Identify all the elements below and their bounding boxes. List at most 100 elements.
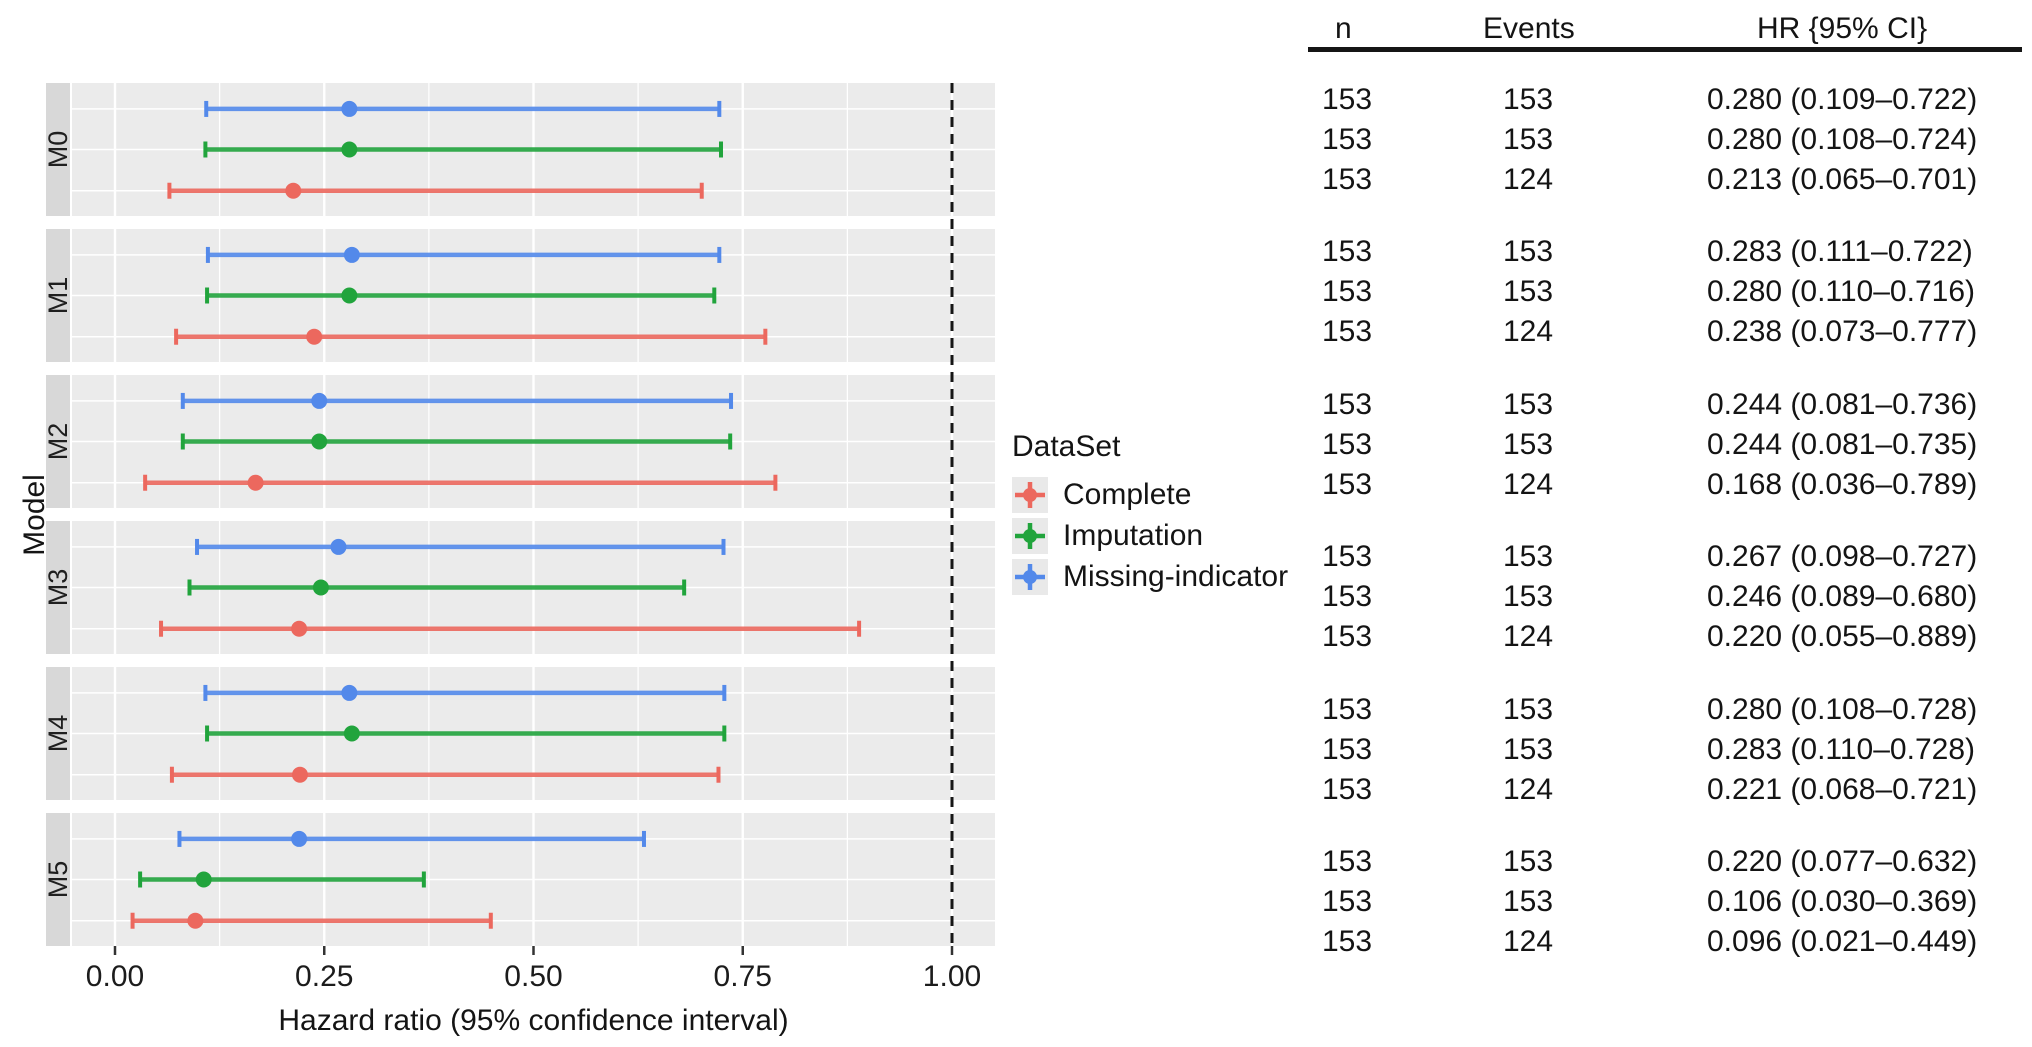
cell-events: 124 bbox=[1503, 620, 1554, 654]
pointrange-M2-Complete bbox=[143, 474, 778, 491]
hr-point bbox=[311, 433, 328, 450]
cell-hr-ci: 0.221 (0.068–0.721) bbox=[1707, 772, 1978, 806]
cell-events: 153 bbox=[1503, 235, 1554, 269]
cell-n: 153 bbox=[1322, 83, 1373, 116]
legend-label: Complete bbox=[1063, 477, 1192, 511]
cell-events: 124 bbox=[1503, 925, 1554, 958]
cell-hr-ci: 0.220 (0.077–0.632) bbox=[1707, 845, 1978, 878]
x-tick-label-0.75: 0.75 bbox=[713, 960, 772, 993]
hr-point bbox=[195, 871, 212, 888]
cell-n: 153 bbox=[1322, 235, 1373, 269]
cell-events: 153 bbox=[1503, 845, 1554, 878]
x-tick-label-0.25: 0.25 bbox=[295, 960, 354, 993]
hr-point bbox=[291, 830, 308, 847]
cell-events: 124 bbox=[1503, 467, 1554, 501]
cell-hr-ci: 0.168 (0.036–0.789) bbox=[1707, 467, 1978, 501]
hr-point bbox=[341, 141, 358, 158]
pointrange-M1-Imputation bbox=[205, 287, 717, 304]
hr-point bbox=[312, 579, 329, 596]
cell-hr-ci: 0.280 (0.108–0.728) bbox=[1707, 692, 1978, 726]
cell-n: 153 bbox=[1322, 925, 1373, 958]
cell-events: 124 bbox=[1503, 163, 1554, 196]
strip-label-M0: M0 bbox=[43, 131, 73, 169]
cell-n: 153 bbox=[1322, 580, 1373, 614]
pointrange-M2-Missing-indicator bbox=[180, 392, 734, 409]
hr-point bbox=[341, 684, 358, 701]
pointrange-M4-Imputation bbox=[205, 725, 727, 742]
hr-point bbox=[330, 538, 347, 555]
cell-hr-ci: 0.280 (0.109–0.722) bbox=[1707, 83, 1978, 116]
cell-n: 153 bbox=[1322, 732, 1373, 766]
cell-n: 153 bbox=[1322, 845, 1373, 878]
cell-n: 153 bbox=[1322, 427, 1373, 461]
hr-point bbox=[247, 474, 264, 491]
pointrange-M5-Complete bbox=[130, 912, 493, 929]
strip-label-M2: M2 bbox=[43, 423, 73, 461]
pointrange-M5-Missing-indicator bbox=[177, 830, 646, 847]
cell-events: 153 bbox=[1503, 692, 1554, 726]
legend-entries: Complete Imputation Missing-indicator bbox=[1012, 474, 1288, 597]
cell-n: 153 bbox=[1322, 540, 1373, 574]
hr-point bbox=[291, 620, 308, 637]
cell-n: 153 bbox=[1322, 275, 1373, 309]
cell-hr-ci: 0.096 (0.021–0.449) bbox=[1707, 925, 1978, 958]
strip-M4 bbox=[46, 667, 70, 800]
legend-item-missing-indicator: Missing-indicator bbox=[1012, 556, 1288, 597]
legend-label: Missing-indicator bbox=[1063, 559, 1289, 593]
cell-hr-ci: 0.283 (0.110–0.728) bbox=[1707, 732, 1975, 766]
strip-M2 bbox=[46, 375, 70, 508]
cell-n: 153 bbox=[1322, 387, 1373, 421]
cell-events: 124 bbox=[1503, 315, 1554, 349]
pointrange-M0-Complete bbox=[167, 182, 704, 199]
pointrange-M0-Missing-indicator bbox=[204, 100, 722, 117]
strip-label-M1: M1 bbox=[43, 277, 73, 315]
x-axis-title: Hazard ratio (95% confidence interval) bbox=[278, 1004, 789, 1037]
y-axis-title: Model bbox=[18, 474, 51, 556]
cell-events: 153 bbox=[1503, 123, 1554, 156]
pointrange-M2-Imputation bbox=[180, 433, 733, 450]
table-header-n: n bbox=[1335, 12, 1352, 45]
table-header-events: Events bbox=[1483, 12, 1575, 45]
cell-hr-ci: 0.238 (0.073–0.777) bbox=[1707, 315, 1978, 349]
cell-n: 153 bbox=[1322, 885, 1373, 918]
hr-point bbox=[285, 182, 302, 199]
cell-hr-ci: 0.246 (0.089–0.680) bbox=[1707, 580, 1978, 614]
pointrange-key-icon bbox=[1012, 558, 1048, 595]
cell-hr-ci: 0.283 (0.111–0.722) bbox=[1707, 235, 1973, 269]
pointrange-key-icon bbox=[1012, 517, 1048, 554]
cell-n: 153 bbox=[1322, 467, 1373, 501]
x-tick-label-1.00: 1.00 bbox=[922, 960, 982, 993]
cell-events: 153 bbox=[1503, 83, 1554, 116]
hr-point bbox=[343, 725, 360, 742]
strip-M0 bbox=[46, 83, 70, 216]
cell-events: 153 bbox=[1503, 387, 1554, 421]
cell-hr-ci: 0.280 (0.108–0.724) bbox=[1707, 123, 1978, 156]
pointrange-M0-Imputation bbox=[203, 141, 723, 158]
pointrange-M4-Complete bbox=[169, 766, 721, 783]
cell-hr-ci: 0.244 (0.081–0.736) bbox=[1707, 387, 1978, 421]
cell-hr-ci: 0.244 (0.081–0.735) bbox=[1707, 427, 1978, 461]
table-header-rule bbox=[1308, 47, 2022, 52]
cell-n: 153 bbox=[1322, 620, 1373, 654]
x-tick-label-0.50: 0.50 bbox=[504, 960, 563, 993]
cell-hr-ci: 0.213 (0.065–0.701) bbox=[1707, 163, 1978, 196]
hr-point bbox=[311, 392, 328, 409]
strip-M1 bbox=[46, 229, 70, 362]
cell-events: 124 bbox=[1503, 772, 1554, 806]
cell-n: 153 bbox=[1322, 692, 1373, 726]
cell-hr-ci: 0.106 (0.030–0.369) bbox=[1707, 885, 1978, 918]
pointrange-M1-Complete bbox=[174, 328, 768, 345]
hr-point bbox=[343, 246, 360, 263]
legend-title: DataSet bbox=[1012, 430, 1121, 463]
pointrange-M5-Imputation bbox=[138, 871, 426, 888]
pointrange-M3-Missing-indicator bbox=[195, 538, 726, 555]
x-tick-label-0.00: 0.00 bbox=[85, 960, 145, 993]
cell-n: 153 bbox=[1322, 123, 1373, 156]
pointrange-key-icon bbox=[1012, 476, 1048, 513]
cell-events: 153 bbox=[1503, 885, 1554, 918]
hr-point bbox=[291, 766, 308, 783]
cell-n: 153 bbox=[1322, 772, 1373, 806]
legend-label: Imputation bbox=[1063, 518, 1204, 552]
pointrange-M3-Complete bbox=[159, 620, 862, 637]
